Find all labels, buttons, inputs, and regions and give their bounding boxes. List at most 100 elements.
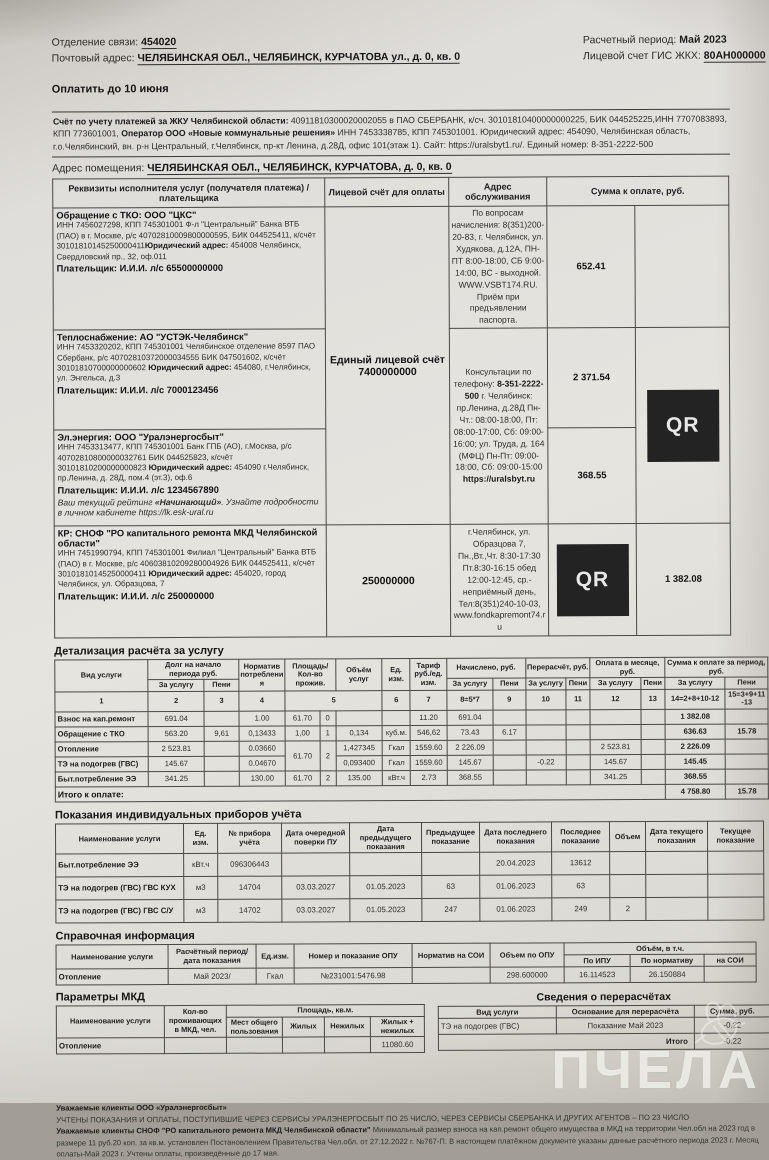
col-header: Расчётный период/ дата показания xyxy=(168,943,257,969)
col-num: 11 xyxy=(565,689,591,710)
rating-value: «Начинающий» xyxy=(154,496,222,507)
cell: 01.06.2023 xyxy=(479,897,552,922)
col-header: Наименование услуги xyxy=(55,823,184,854)
cell: 135.00 xyxy=(335,770,383,786)
cell xyxy=(164,1037,227,1055)
reference-table: Наименование услуги Расчётный период/ да… xyxy=(56,941,757,985)
cell: 1 382.08 xyxy=(664,708,726,725)
meter-row: Быт.потребление ЭЭ кВт.ч 096306443 20.04… xyxy=(55,850,764,877)
provider-details: ИНН 7453313477, КПП 745301001 Банк ГПБ (… xyxy=(57,442,322,485)
detail-section-title: Детализация расчёта за услугу xyxy=(54,645,224,658)
payer-line: Плательщик: И.И.И. л/с 7000123456 xyxy=(57,384,219,396)
cell: 6.17 xyxy=(493,724,526,740)
cell: 1559.60 xyxy=(410,755,448,771)
recalc-table: Вид услуги Основание для перерасчёта Сум… xyxy=(438,1004,769,1051)
cell: ТЭ на подогрев (ГВС) ГВС С/У xyxy=(55,899,184,923)
sub-service: За услугу xyxy=(525,678,566,690)
mkd-row: Отопление 11080.60 xyxy=(56,1036,425,1055)
bank-info-lead: Счёт по учету платежей за ЖКУ Челябинско… xyxy=(52,115,289,127)
col-header-group: Объём, в т.ч. xyxy=(564,941,757,955)
rating-note-text: Ваш текущий рейтинг xyxy=(57,496,155,508)
cell: Обращение с ТКО xyxy=(55,726,149,742)
cell: 145.67 xyxy=(148,756,205,772)
cell: 2 xyxy=(319,740,336,771)
cell: 61.70 xyxy=(285,710,320,726)
cell xyxy=(707,850,764,875)
col-header: Объем xyxy=(609,821,646,852)
col-header: Норматив на СОИ xyxy=(412,942,491,968)
cell xyxy=(725,738,769,754)
cell: 15.78 xyxy=(725,723,769,739)
cell: ТЭ на подогрев (ГВС) xyxy=(438,1017,557,1035)
provider-row-capremont: КР: СНОФ "РО капитального ремонта МКД Че… xyxy=(54,523,731,639)
col-header: Ед.изм. xyxy=(256,943,295,968)
premises-address-value: ЧЕЛЯБИНСКАЯ ОБЛ., ЧЕЛЯБИНСК, КУРЧАТОВА, … xyxy=(147,161,452,176)
cell: 247 xyxy=(421,898,480,922)
meter-row: ТЭ на подогрев (ГВС) ГВС С/У м3 14702 03… xyxy=(55,896,764,923)
cell: 14704 xyxy=(217,875,282,900)
cell: 096306443 xyxy=(217,852,282,877)
mkd-table: Наименование услуги Кол-во проживающих в… xyxy=(56,1004,425,1055)
sub-peni: Пени xyxy=(204,679,239,692)
legal-address-label: Юридический адрес: xyxy=(148,462,233,473)
cell: Показание Май 2023 xyxy=(556,1017,695,1034)
provider-row-tko: Обращение с ТКО: ООО "ЦКС" ИНН 745602729… xyxy=(52,205,730,526)
cell: 563.20 xyxy=(147,726,205,742)
cell xyxy=(707,896,764,921)
col-header: Мест общего пользования xyxy=(226,1016,283,1038)
cell xyxy=(281,852,350,876)
cell xyxy=(566,754,591,770)
cell: 03.03.2027 xyxy=(281,898,350,922)
legal-address-label: Юридический адрес: xyxy=(144,240,229,251)
col-header: По нормативу xyxy=(630,954,705,967)
col-num: 10 xyxy=(525,689,566,710)
col-num: 8=5*7 xyxy=(446,689,494,711)
cell xyxy=(645,851,708,875)
cell: 63 xyxy=(421,875,480,899)
provider-details: ИНН 7451990794, КПП 745301001 Филиал "Це… xyxy=(58,548,323,591)
recalc-block: Сведения о перерасчётах Вид услуги Основ… xyxy=(438,986,769,1051)
cell xyxy=(640,754,666,770)
header: Отделение связи: 454020 Почтовый адрес: … xyxy=(52,32,766,67)
provider-heat: Теплоснабжение: АО "УСТЭК-Челябинск" ИНН… xyxy=(53,329,326,431)
col-num: 12 xyxy=(590,689,641,710)
qr-empty-cell xyxy=(634,205,730,328)
bottom-section: Параметры МКД Наименование услуги Кол-во… xyxy=(56,986,769,1055)
service-address-cell: г.Челябинск, ул. Образцова 7, Пн.,Вт.,Чт… xyxy=(450,524,549,637)
cell: 1 xyxy=(319,725,336,741)
cell: 2 523.81 xyxy=(590,739,641,755)
premises-address-label: Адрес помещения: xyxy=(52,162,145,175)
meters-section-title: Показания индивидуальных приборов учёта xyxy=(54,808,302,822)
cell xyxy=(590,709,641,725)
cell: Гкал xyxy=(382,740,411,756)
col-num: 1 xyxy=(54,691,148,712)
cell: Быт.потребление ЭЭ xyxy=(55,771,149,787)
providers-table: Реквизиты исполнителя услуг (получателя … xyxy=(52,176,731,639)
total-service: 4 758.80 xyxy=(665,783,726,800)
cell: 2 226.09 xyxy=(446,739,494,756)
legal-address-label: Юридический адрес: xyxy=(148,568,232,579)
cell: 341.25 xyxy=(148,771,205,787)
col-num: 9 xyxy=(493,689,526,710)
h-area: Площадь/ Кол-во прожив. xyxy=(285,659,336,691)
cell xyxy=(282,1037,325,1054)
cell: 26.150884 xyxy=(630,966,705,983)
sub-service: За услугу xyxy=(446,678,494,691)
col-num: 4 xyxy=(238,690,286,712)
h-recalc: Перерасчёт, руб. xyxy=(525,657,591,679)
cell: 145.45 xyxy=(665,753,726,770)
cell: -0.22 xyxy=(525,754,567,770)
col-header: Кол-во проживающих в МКД, чел. xyxy=(164,1005,227,1039)
cell: 2 523.81 xyxy=(148,741,205,757)
col-header: Предыдущее показание xyxy=(421,822,480,853)
col-num: 3 xyxy=(204,691,239,712)
legal-address-label: Юридический адрес: xyxy=(148,362,232,373)
cell: 20.04.2023 xyxy=(479,851,552,876)
sub-service: За услугу xyxy=(147,679,205,692)
h-volume: Объём услуг xyxy=(335,658,383,691)
cell xyxy=(704,965,757,983)
h-accrued: Начислено, руб. xyxy=(446,658,526,679)
h-service: Вид услуги xyxy=(54,659,148,692)
cell: 130.00 xyxy=(239,770,286,787)
